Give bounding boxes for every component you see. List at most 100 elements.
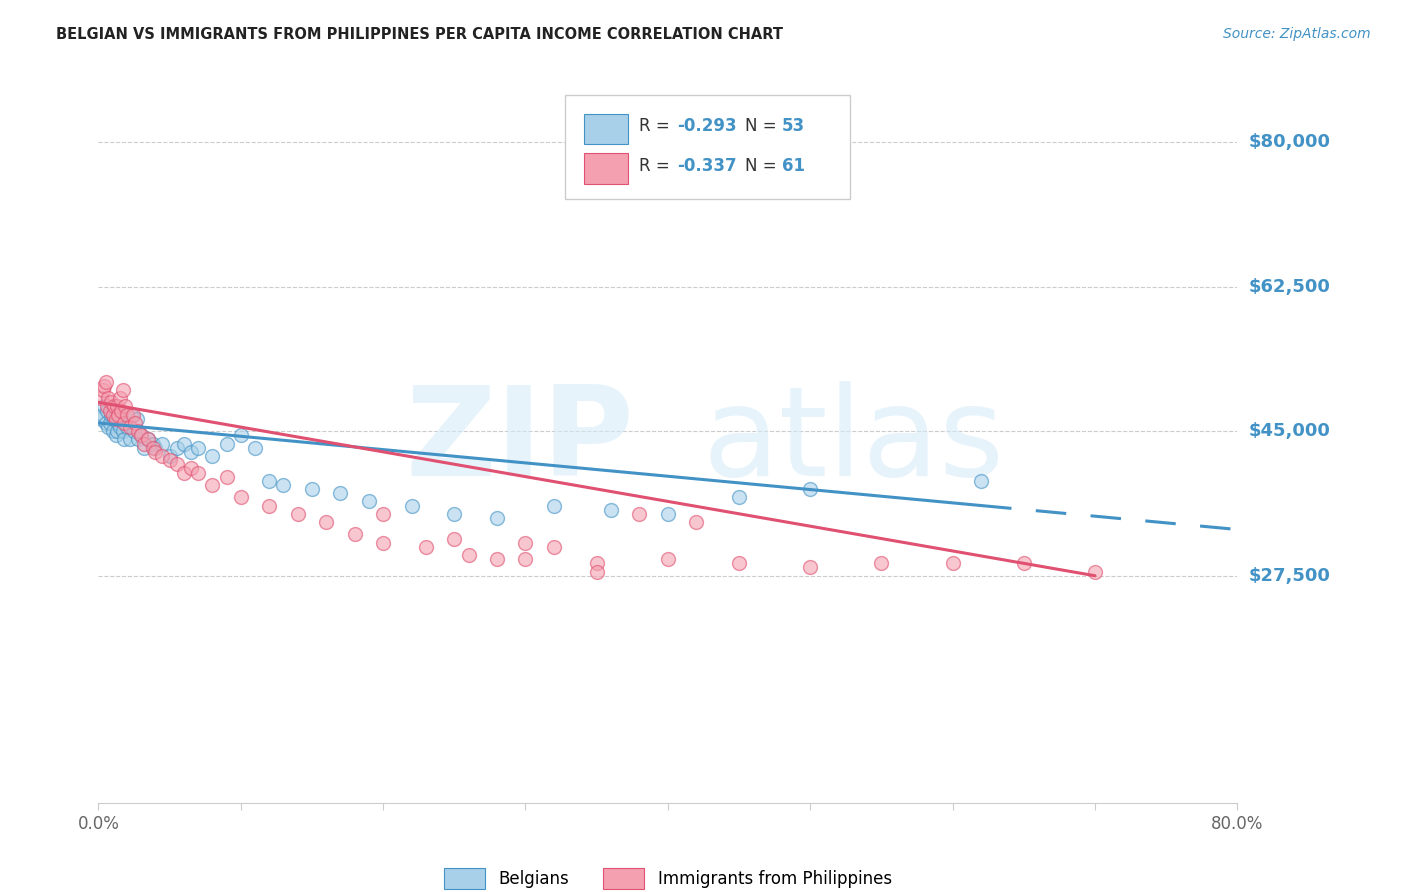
Point [515, 535, 537, 549]
Text: $80,000: $80,000 [1249, 133, 1330, 152]
Point [443, 507, 465, 521]
Point [187, 466, 209, 480]
Point [273, 478, 295, 492]
FancyBboxPatch shape [565, 95, 851, 200]
Point [145, 441, 167, 455]
Point [127, 424, 149, 438]
Point [166, 441, 188, 455]
Point [287, 507, 309, 521]
Point [486, 552, 509, 566]
Point [132, 436, 155, 450]
Point [799, 482, 821, 496]
Point [132, 441, 155, 455]
Point [100, 395, 122, 409]
Point [90, 412, 112, 426]
Point [159, 449, 181, 463]
FancyBboxPatch shape [583, 153, 628, 184]
Point [215, 436, 238, 450]
Point [118, 433, 141, 447]
Point [543, 540, 565, 554]
Point [259, 474, 281, 488]
Point [329, 486, 352, 500]
Point [96, 400, 118, 414]
Point [401, 499, 423, 513]
Point [373, 507, 395, 521]
Point [315, 515, 337, 529]
Point [1084, 565, 1107, 579]
Point [129, 428, 152, 442]
Point [173, 466, 195, 480]
Point [301, 482, 323, 496]
Point [585, 557, 607, 571]
Point [110, 408, 132, 422]
Point [373, 535, 395, 549]
Point [94, 375, 117, 389]
Point [97, 391, 120, 405]
Point [628, 507, 651, 521]
Point [97, 420, 120, 434]
Point [457, 548, 479, 562]
Point [201, 449, 224, 463]
Point [105, 400, 128, 414]
Point [1012, 557, 1035, 571]
Text: -0.337: -0.337 [676, 156, 737, 175]
Point [127, 433, 149, 447]
Point [215, 469, 238, 483]
Point [121, 408, 143, 422]
Text: $45,000: $45,000 [1249, 422, 1330, 441]
Point [357, 494, 380, 508]
Point [141, 436, 163, 450]
Point [125, 412, 148, 426]
Point [107, 416, 129, 430]
Point [90, 391, 112, 405]
Point [124, 416, 146, 430]
Point [114, 416, 136, 430]
Text: $62,500: $62,500 [1249, 277, 1330, 296]
Point [91, 383, 114, 397]
Text: 53: 53 [782, 117, 804, 135]
Legend: Belgians, Immigrants from Philippines: Belgians, Immigrants from Philippines [437, 862, 898, 892]
Point [101, 408, 124, 422]
Point [96, 403, 118, 417]
Point [108, 391, 131, 405]
Point [93, 379, 115, 393]
Point [201, 478, 224, 492]
Point [141, 441, 163, 455]
Point [111, 424, 134, 438]
Point [543, 499, 565, 513]
Point [107, 408, 129, 422]
Point [114, 400, 136, 414]
Text: R =: R = [640, 117, 675, 135]
Text: Source: ZipAtlas.com: Source: ZipAtlas.com [1223, 27, 1371, 41]
Point [229, 428, 252, 442]
Point [152, 436, 174, 450]
Point [970, 474, 993, 488]
Point [115, 420, 138, 434]
Point [173, 436, 195, 450]
Point [799, 560, 821, 574]
Point [166, 457, 188, 471]
Point [145, 445, 167, 459]
Point [600, 502, 623, 516]
Point [180, 445, 202, 459]
Point [243, 441, 266, 455]
Point [112, 433, 135, 447]
Point [870, 557, 893, 571]
Point [728, 557, 751, 571]
Text: BELGIAN VS IMMIGRANTS FROM PHILIPPINES PER CAPITA INCOME CORRELATION CHART: BELGIAN VS IMMIGRANTS FROM PHILIPPINES P… [56, 27, 783, 42]
Point [104, 428, 127, 442]
Point [229, 490, 252, 504]
Point [103, 412, 125, 426]
Point [104, 412, 127, 426]
Point [152, 449, 174, 463]
Text: -0.293: -0.293 [676, 117, 737, 135]
Point [728, 490, 751, 504]
Point [108, 420, 131, 434]
Point [98, 416, 121, 430]
Point [112, 416, 135, 430]
Point [159, 453, 181, 467]
Point [415, 540, 437, 554]
Text: $27,500: $27,500 [1249, 566, 1330, 585]
Point [343, 527, 366, 541]
Text: R =: R = [640, 156, 675, 175]
